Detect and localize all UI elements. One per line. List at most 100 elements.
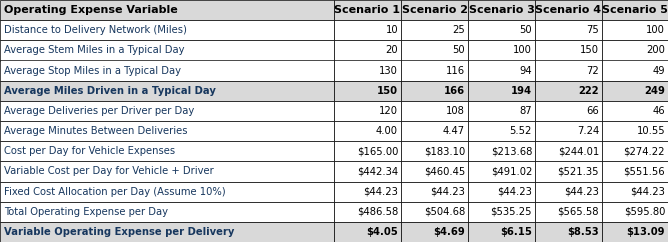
- Text: 94: 94: [520, 66, 532, 76]
- Bar: [602, 0, 668, 20]
- Bar: [535, 141, 602, 161]
- Text: Scenario 3: Scenario 3: [468, 5, 534, 15]
- Bar: [468, 161, 535, 182]
- Bar: [602, 161, 668, 182]
- Bar: [535, 222, 602, 242]
- Text: Scenario 2: Scenario 2: [401, 5, 468, 15]
- Bar: [535, 40, 602, 60]
- Bar: [468, 121, 535, 141]
- Text: $13.09: $13.09: [627, 227, 665, 237]
- Text: Distance to Delivery Network (Miles): Distance to Delivery Network (Miles): [4, 25, 187, 35]
- Text: $442.34: $442.34: [357, 166, 398, 176]
- Text: 150: 150: [580, 45, 599, 55]
- Text: $4.69: $4.69: [434, 227, 465, 237]
- Text: 4.47: 4.47: [443, 126, 465, 136]
- Text: 75: 75: [587, 25, 599, 35]
- Bar: [401, 161, 468, 182]
- Bar: [334, 60, 401, 81]
- Bar: [334, 81, 401, 101]
- Bar: [0, 161, 334, 182]
- Bar: [0, 0, 334, 20]
- Bar: [0, 222, 334, 242]
- Bar: [468, 202, 535, 222]
- Bar: [0, 141, 334, 161]
- Text: 49: 49: [653, 66, 665, 76]
- Bar: [334, 202, 401, 222]
- Text: Average Stem Miles in a Typical Day: Average Stem Miles in a Typical Day: [4, 45, 184, 55]
- Bar: [468, 0, 535, 20]
- Text: Scenario 4: Scenario 4: [536, 5, 602, 15]
- Text: 46: 46: [653, 106, 665, 116]
- Text: Average Miles Driven in a Typical Day: Average Miles Driven in a Typical Day: [4, 86, 216, 96]
- Bar: [535, 101, 602, 121]
- Text: Variable Operating Expense per Delivery: Variable Operating Expense per Delivery: [4, 227, 234, 237]
- Text: $521.35: $521.35: [558, 166, 599, 176]
- Bar: [0, 20, 334, 40]
- Bar: [535, 81, 602, 101]
- Text: Operating Expense Variable: Operating Expense Variable: [4, 5, 178, 15]
- Text: Average Stop Miles in a Typical Day: Average Stop Miles in a Typical Day: [4, 66, 181, 76]
- Text: $551.56: $551.56: [623, 166, 665, 176]
- Bar: [602, 121, 668, 141]
- Bar: [535, 20, 602, 40]
- Text: $8.53: $8.53: [567, 227, 599, 237]
- Bar: [401, 222, 468, 242]
- Text: 4.00: 4.00: [376, 126, 398, 136]
- Text: 166: 166: [444, 86, 465, 96]
- Text: 194: 194: [511, 86, 532, 96]
- Bar: [468, 20, 535, 40]
- Bar: [334, 182, 401, 202]
- Text: $183.10: $183.10: [424, 146, 465, 156]
- Bar: [602, 20, 668, 40]
- Text: Average Minutes Between Deliveries: Average Minutes Between Deliveries: [4, 126, 188, 136]
- Bar: [334, 161, 401, 182]
- Text: $244.01: $244.01: [558, 146, 599, 156]
- Text: $44.23: $44.23: [630, 187, 665, 197]
- Bar: [602, 60, 668, 81]
- Bar: [535, 161, 602, 182]
- Text: 249: 249: [644, 86, 665, 96]
- Bar: [334, 0, 401, 20]
- Bar: [0, 81, 334, 101]
- Text: $486.58: $486.58: [357, 207, 398, 217]
- Bar: [334, 20, 401, 40]
- Text: 87: 87: [520, 106, 532, 116]
- Text: 10: 10: [385, 25, 398, 35]
- Bar: [535, 0, 602, 20]
- Text: $274.22: $274.22: [623, 146, 665, 156]
- Bar: [401, 121, 468, 141]
- Bar: [468, 40, 535, 60]
- Bar: [535, 121, 602, 141]
- Text: 50: 50: [452, 45, 465, 55]
- Bar: [0, 60, 334, 81]
- Text: $165.00: $165.00: [357, 146, 398, 156]
- Bar: [334, 141, 401, 161]
- Bar: [602, 182, 668, 202]
- Text: 5.52: 5.52: [510, 126, 532, 136]
- Text: $44.23: $44.23: [363, 187, 398, 197]
- Bar: [401, 141, 468, 161]
- Text: 66: 66: [587, 106, 599, 116]
- Bar: [468, 60, 535, 81]
- Bar: [535, 60, 602, 81]
- Text: Scenario 5: Scenario 5: [602, 5, 668, 15]
- Bar: [468, 101, 535, 121]
- Text: 116: 116: [446, 66, 465, 76]
- Text: $491.02: $491.02: [490, 166, 532, 176]
- Bar: [401, 81, 468, 101]
- Bar: [602, 222, 668, 242]
- Text: 108: 108: [446, 106, 465, 116]
- Text: 130: 130: [379, 66, 398, 76]
- Text: 25: 25: [452, 25, 465, 35]
- Text: Average Deliveries per Driver per Day: Average Deliveries per Driver per Day: [4, 106, 194, 116]
- Bar: [0, 101, 334, 121]
- Bar: [468, 81, 535, 101]
- Text: Cost per Day for Vehicle Expenses: Cost per Day for Vehicle Expenses: [4, 146, 175, 156]
- Bar: [602, 202, 668, 222]
- Text: 200: 200: [646, 45, 665, 55]
- Bar: [0, 40, 334, 60]
- Bar: [602, 141, 668, 161]
- Text: Total Operating Expense per Day: Total Operating Expense per Day: [4, 207, 168, 217]
- Text: 222: 222: [578, 86, 599, 96]
- Bar: [535, 202, 602, 222]
